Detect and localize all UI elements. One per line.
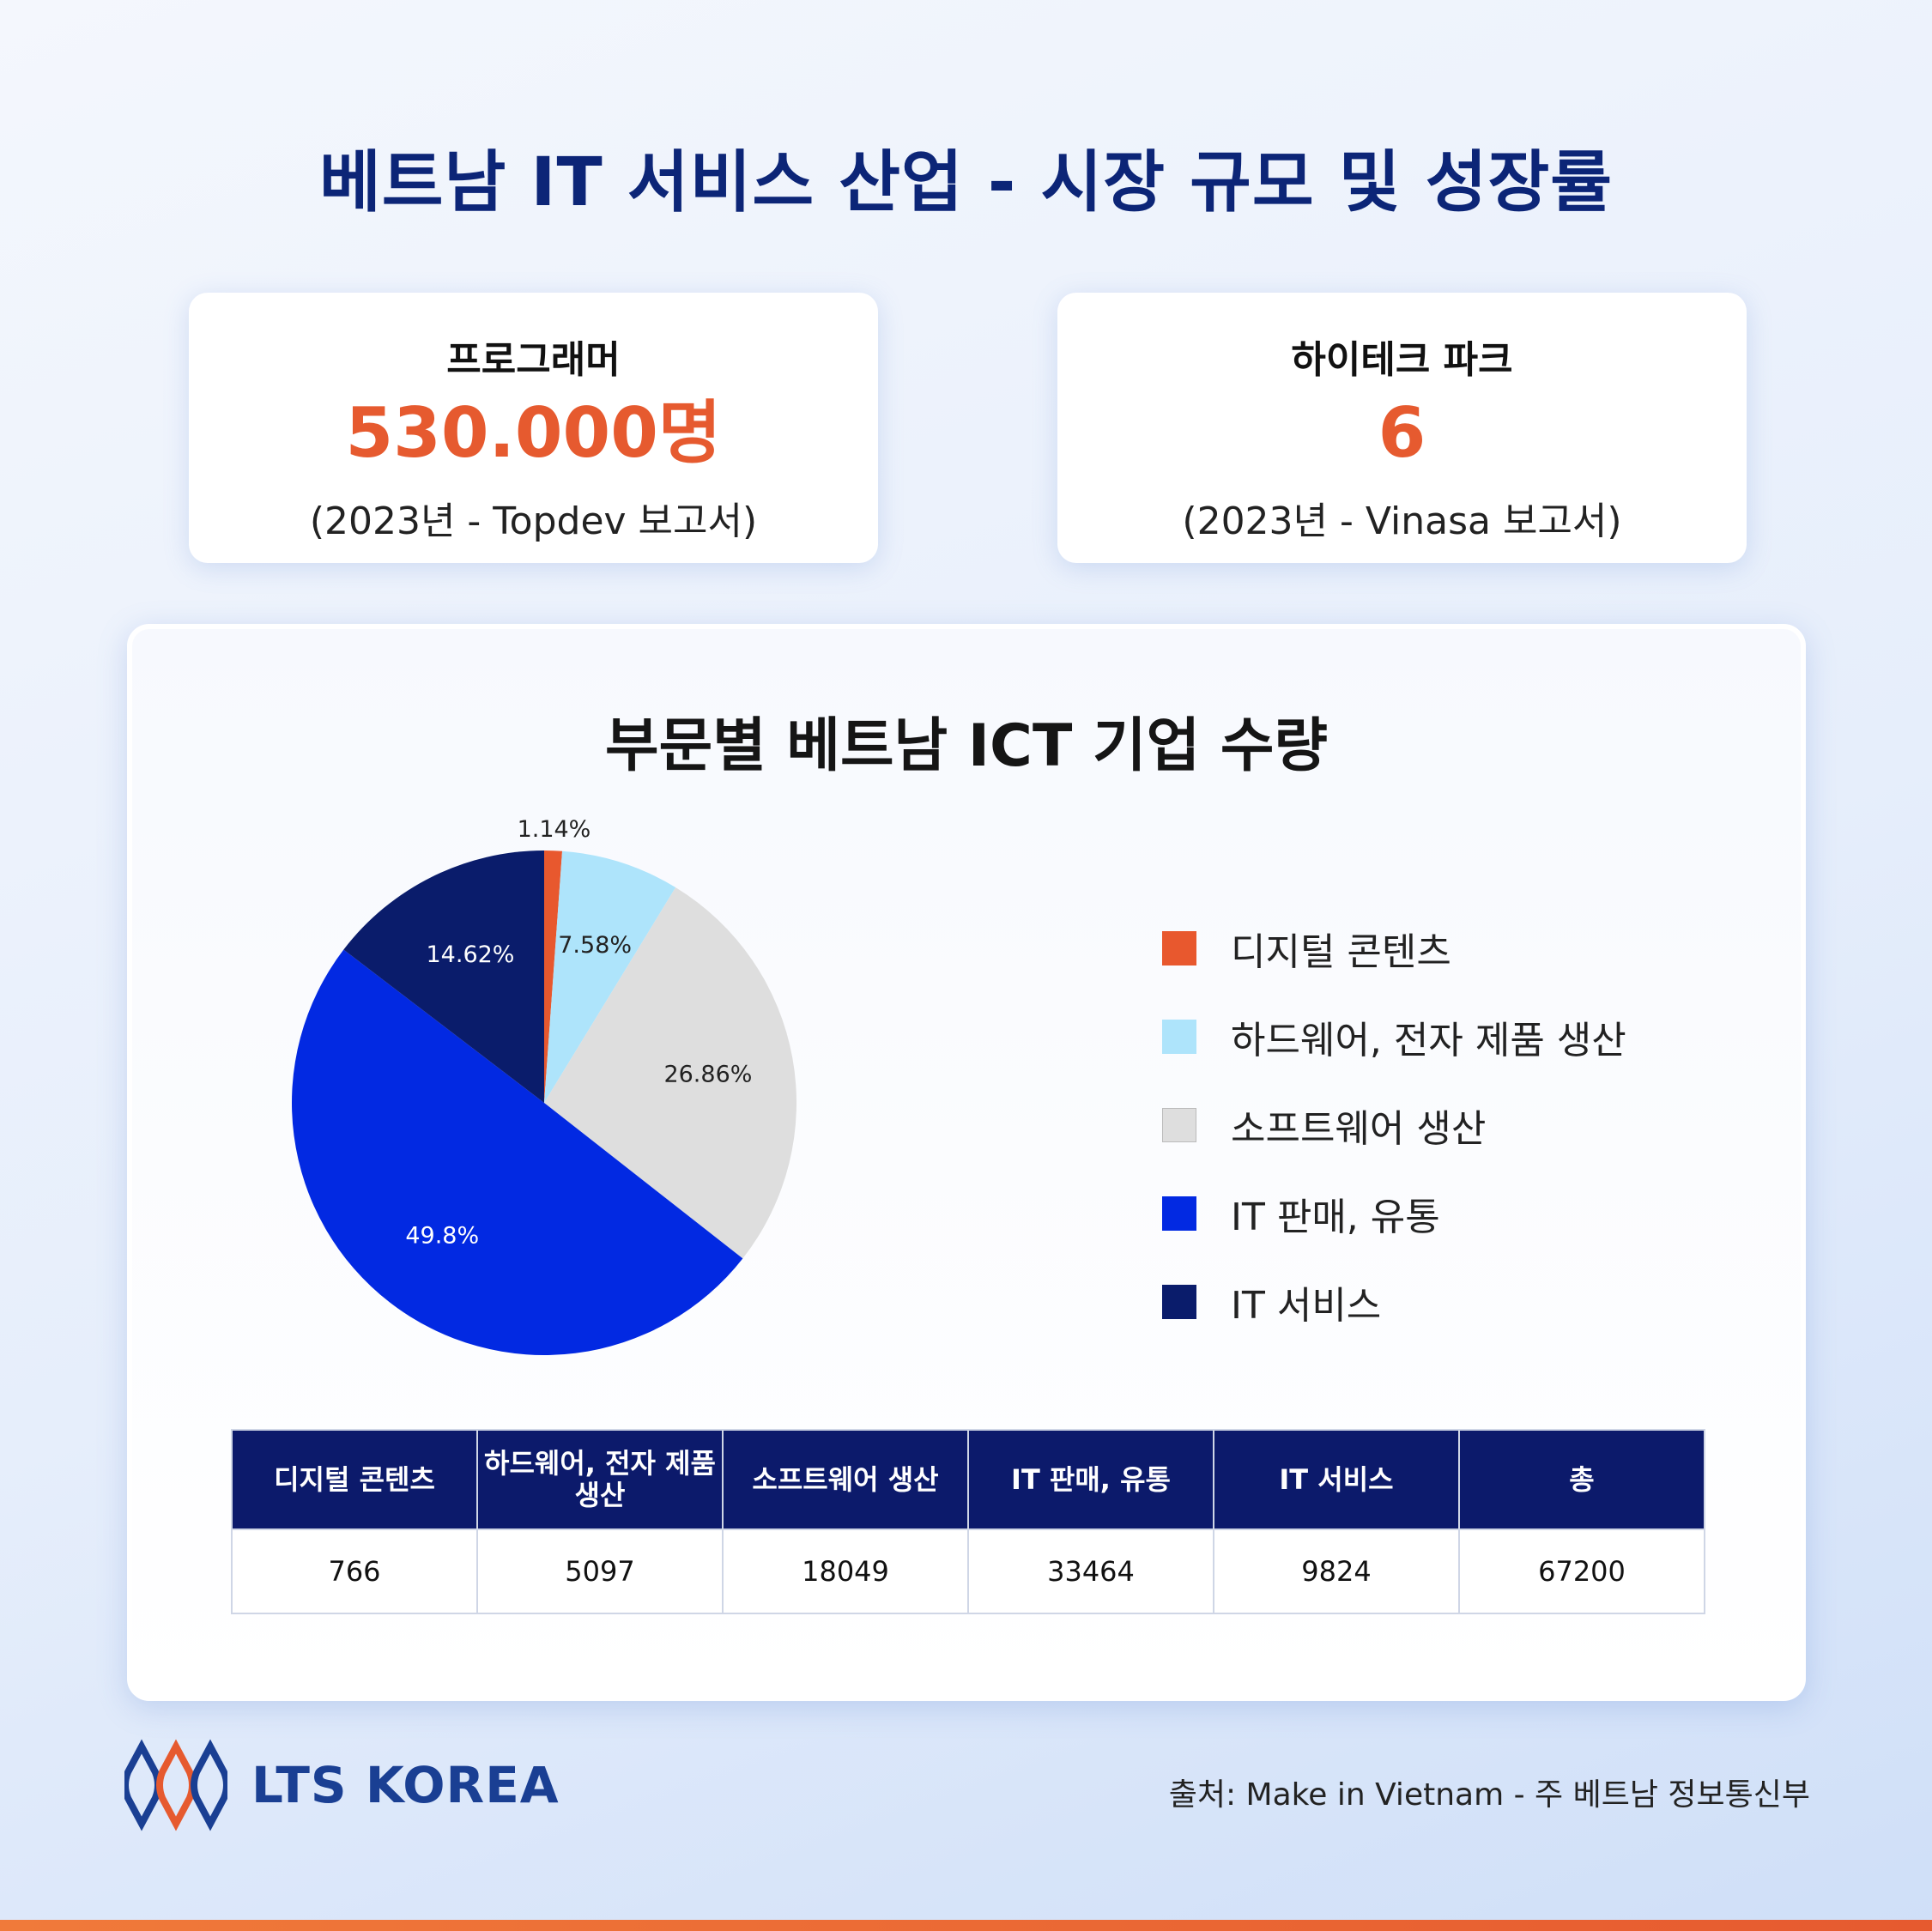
- legend-label: 하드웨어, 전자 제품 생산: [1231, 1018, 1626, 1062]
- table-header-cell: 디지털 콘텐츠: [231, 1429, 478, 1530]
- table-header-cell: 총: [1458, 1429, 1705, 1530]
- pie-data-label: 7.58%: [558, 932, 632, 959]
- stat-card-hitech-parks: 하이테크 파크 6 (2023년 - Vinasa 보고서): [1057, 293, 1747, 563]
- data-table: 디지털 콘텐츠 하드웨어, 전자 제품 생산 소프트웨어 생산 IT 판매, 유…: [231, 1429, 1705, 1614]
- table-row: 766 5097 18049 33464 9824 67200: [231, 1528, 1705, 1614]
- stat-card-programmers: 프로그래머 530.000명 (2023년 - Topdev 보고서): [189, 293, 878, 563]
- table-header-row: 디지털 콘텐츠 하드웨어, 전자 제품 생산 소프트웨어 생산 IT 판매, 유…: [231, 1429, 1705, 1530]
- stat-label: 하이테크 파크: [1291, 338, 1513, 382]
- pie-slice: [343, 850, 544, 1103]
- legend-swatch: [1162, 1196, 1196, 1231]
- legend-item: 하드웨어, 전자 제품 생산: [1162, 992, 1626, 1081]
- table-header-cell: IT 서비스: [1213, 1429, 1460, 1530]
- source-note: 출처: Make in Vietnam - 주 베트남 정보통신부: [1168, 1777, 1810, 1813]
- legend-item: 소프트웨어 생산: [1162, 1081, 1626, 1169]
- lts-logo-icon: [124, 1739, 227, 1831]
- legend-swatch: [1162, 1019, 1196, 1054]
- pie-data-label: 1.14%: [518, 816, 591, 843]
- bottom-accent-bar: [0, 1920, 1932, 1931]
- stat-value: 530.000명: [345, 393, 722, 473]
- logo-text: LTS KOREA: [251, 1756, 560, 1814]
- table-cell: 18049: [722, 1528, 969, 1614]
- stat-label: 프로그래머: [446, 338, 621, 382]
- pie-data-label: 26.86%: [663, 1061, 752, 1087]
- legend-label: IT 판매, 유통: [1231, 1195, 1440, 1239]
- pie-data-label: 49.8%: [405, 1222, 479, 1249]
- table-header-cell: 소프트웨어 생산: [722, 1429, 969, 1530]
- table-header-cell: IT 판매, 유통: [967, 1429, 1214, 1530]
- pie-slice: [544, 850, 676, 1103]
- stat-value: 6: [1378, 393, 1426, 473]
- pie-data-label: 14.62%: [427, 941, 515, 968]
- logo: LTS KOREA: [124, 1738, 560, 1832]
- legend-item: IT 판매, 유통: [1162, 1169, 1626, 1257]
- chart-panel: 부문별 베트남 ICT 기업 수량 1.14% 7.58% 26.86% 49.8% 1…: [127, 624, 1806, 1701]
- legend-item: IT 서비스: [1162, 1257, 1626, 1346]
- legend-label: IT 서비스: [1231, 1283, 1382, 1328]
- pie-slice: [291, 949, 743, 1356]
- table-cell: 5097: [476, 1528, 724, 1614]
- legend-swatch: [1162, 930, 1196, 966]
- pie-chart: 1.14% 7.58% 26.86% 49.8% 14.62%: [291, 816, 797, 1356]
- chart-title: 부문별 베트남 ICT 기업 수량: [605, 712, 1328, 780]
- page-title: 베트남 IT 서비스 산업 - 시장 규모 및 성장률: [318, 144, 1613, 221]
- table-cell: 33464: [967, 1528, 1214, 1614]
- table-cell: 766: [231, 1528, 478, 1614]
- stat-note: (2023년 - Vinasa 보고서): [1182, 499, 1622, 543]
- stat-note: (2023년 - Topdev 보고서): [309, 499, 758, 543]
- table-header-cell: 하드웨어, 전자 제품 생산: [476, 1429, 724, 1530]
- legend-label: 디지털 콘텐츠: [1231, 929, 1451, 974]
- pie-slice: [544, 850, 563, 1103]
- legend-swatch: [1162, 1107, 1196, 1142]
- legend-label: 소프트웨어 생산: [1231, 1106, 1487, 1151]
- pie-slice: [544, 887, 797, 1259]
- legend-swatch: [1162, 1284, 1196, 1319]
- table-cell: 9824: [1213, 1528, 1460, 1614]
- legend-item: 디지털 콘텐츠: [1162, 904, 1626, 992]
- table-cell: 67200: [1458, 1528, 1705, 1614]
